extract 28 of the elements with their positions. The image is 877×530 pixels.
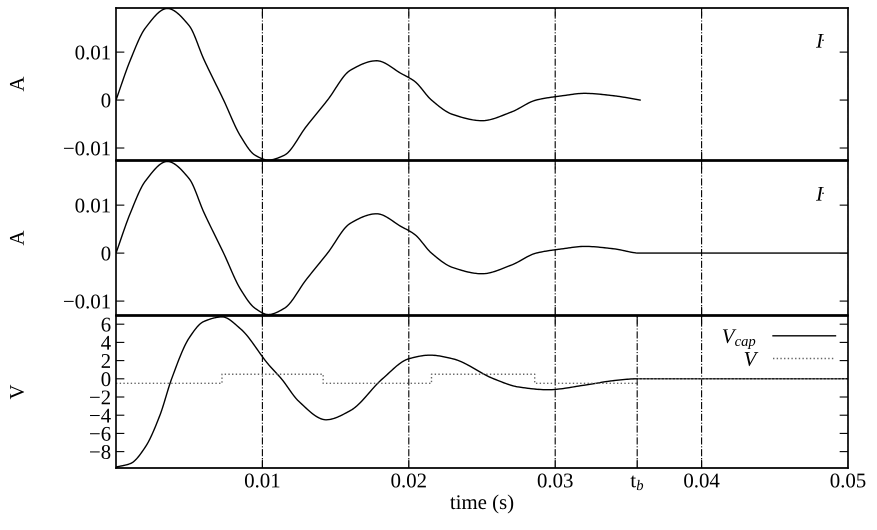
- y-tick-label: 0: [102, 93, 110, 108]
- y-axis-title: V: [10, 384, 24, 400]
- y-axis-title: A: [10, 76, 24, 92]
- x-tick-label: 0.03: [538, 473, 573, 488]
- y-tick-label: 4: [101, 336, 111, 350]
- y-tick-label: −2: [90, 390, 110, 404]
- y-tick-label: −6: [90, 426, 111, 441]
- legend-label: I: [816, 34, 824, 48]
- x-axis-title: time (s): [450, 494, 514, 514]
- y-tick-label: −0.01: [64, 141, 110, 156]
- y-tick-label: −0.01: [64, 294, 110, 309]
- x-tick-label: 0.05: [830, 473, 866, 488]
- y-tick-label: 2: [102, 354, 110, 368]
- y-tick-label: −8: [90, 444, 110, 460]
- y-tick-label: 0.01: [75, 198, 110, 213]
- y-axis-title: A: [10, 230, 24, 246]
- y-tick-label: 0: [102, 246, 110, 261]
- y-tick-label: 0.01: [75, 45, 110, 60]
- legend-label: V$_{cap}$: [722, 329, 756, 349]
- legend-label: V: [744, 352, 758, 366]
- x-tick-label: 0.04: [684, 473, 720, 488]
- legend-label: I: [816, 186, 824, 201]
- y-tick-label: 6: [102, 318, 111, 332]
- x-tick-label: 0.01: [244, 473, 280, 488]
- x-tick-label: t$_{b}$: [630, 475, 644, 490]
- y-tick-label: 0: [102, 372, 110, 386]
- x-tick-label: 0.02: [391, 473, 426, 488]
- y-tick-label: −4: [90, 408, 111, 422]
